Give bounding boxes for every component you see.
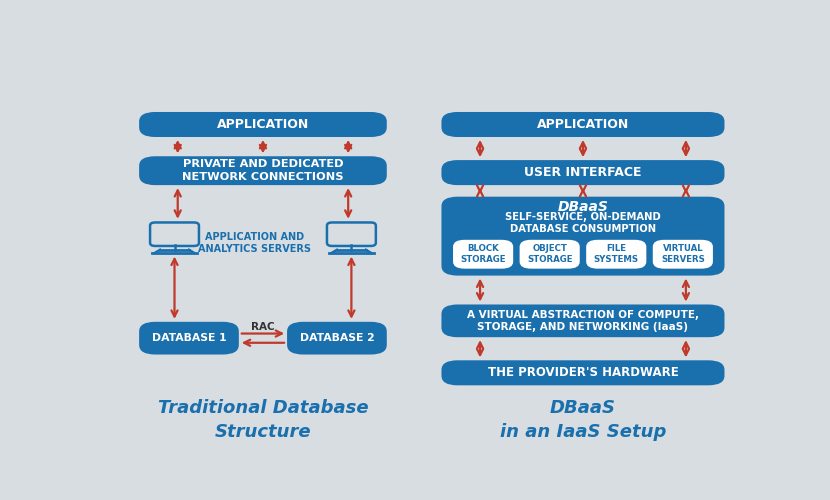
FancyBboxPatch shape — [442, 304, 725, 337]
Text: SELF-SERVICE, ON-DEMAND
DATABASE CONSUMPTION: SELF-SERVICE, ON-DEMAND DATABASE CONSUMP… — [505, 212, 661, 234]
FancyBboxPatch shape — [139, 112, 387, 137]
FancyBboxPatch shape — [453, 240, 513, 268]
Text: DBaaS
in an IaaS Setup: DBaaS in an IaaS Setup — [500, 399, 666, 441]
Text: OBJECT
STORAGE: OBJECT STORAGE — [527, 244, 573, 264]
FancyBboxPatch shape — [442, 360, 725, 386]
FancyBboxPatch shape — [652, 240, 713, 268]
FancyBboxPatch shape — [442, 196, 725, 276]
FancyBboxPatch shape — [586, 240, 647, 268]
FancyBboxPatch shape — [442, 160, 725, 185]
Text: A VIRTUAL ABSTRACTION OF COMPUTE,
STORAGE, AND NETWORKING (IaaS): A VIRTUAL ABSTRACTION OF COMPUTE, STORAG… — [467, 310, 699, 332]
Text: FILE
SYSTEMS: FILE SYSTEMS — [593, 244, 639, 264]
FancyBboxPatch shape — [139, 156, 387, 185]
Text: APPLICATION: APPLICATION — [537, 118, 629, 131]
FancyBboxPatch shape — [520, 240, 580, 268]
Text: DATABASE 1: DATABASE 1 — [152, 333, 227, 343]
Text: Traditional Database
Structure: Traditional Database Structure — [158, 399, 369, 441]
FancyBboxPatch shape — [139, 322, 239, 354]
Text: BLOCK
STORAGE: BLOCK STORAGE — [461, 244, 505, 264]
Text: PRIVATE AND DEDICATED
NETWORK CONNECTIONS: PRIVATE AND DEDICATED NETWORK CONNECTION… — [183, 160, 344, 182]
Text: APPLICATION: APPLICATION — [217, 118, 309, 131]
Text: DBaaS: DBaaS — [558, 200, 608, 214]
Text: USER INTERFACE: USER INTERFACE — [525, 166, 642, 179]
Text: RAC: RAC — [251, 322, 275, 332]
Text: DATABASE 2: DATABASE 2 — [300, 333, 374, 343]
FancyBboxPatch shape — [287, 322, 387, 354]
Text: APPLICATION AND
ANALYTICS SERVERS: APPLICATION AND ANALYTICS SERVERS — [198, 232, 311, 254]
Text: THE PROVIDER'S HARDWARE: THE PROVIDER'S HARDWARE — [487, 366, 678, 380]
FancyBboxPatch shape — [442, 112, 725, 137]
Text: VIRTUAL
SERVERS: VIRTUAL SERVERS — [661, 244, 705, 264]
